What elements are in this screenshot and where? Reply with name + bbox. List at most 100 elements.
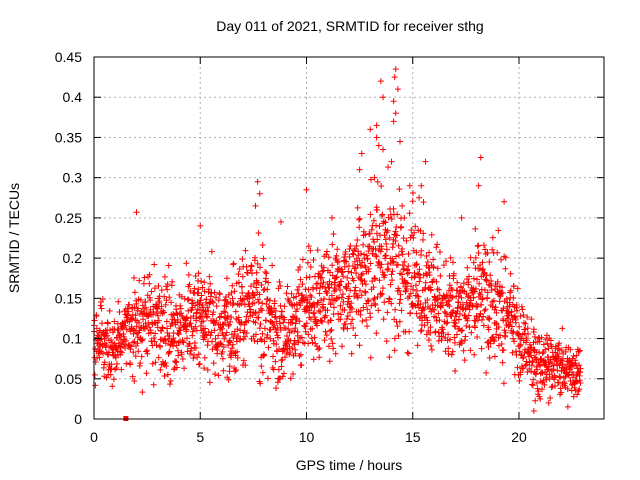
data-point xyxy=(256,291,263,298)
data-point xyxy=(135,348,142,355)
data-point xyxy=(567,366,574,373)
data-point xyxy=(313,285,320,292)
data-point xyxy=(213,317,220,324)
data-point xyxy=(499,289,506,296)
data-point xyxy=(252,331,259,338)
data-point xyxy=(106,307,113,314)
data-point xyxy=(294,286,301,293)
data-point xyxy=(428,346,435,353)
data-point xyxy=(303,274,310,281)
data-point xyxy=(357,275,364,282)
x-tick-labels: 0 5 10 15 20 xyxy=(90,429,527,445)
data-point xyxy=(128,314,135,321)
data-point xyxy=(416,278,423,285)
data-point xyxy=(158,287,165,294)
data-point xyxy=(115,326,122,333)
data-point xyxy=(290,370,297,377)
data-point xyxy=(278,363,285,370)
y-tick-label: 0.2 xyxy=(63,250,83,266)
data-point xyxy=(137,296,144,303)
data-point xyxy=(359,318,366,325)
data-point xyxy=(320,295,327,302)
data-point xyxy=(368,302,375,309)
data-point xyxy=(376,223,383,230)
data-point xyxy=(564,403,571,410)
data-point xyxy=(358,150,365,157)
data-point xyxy=(155,283,162,290)
data-point xyxy=(474,334,481,341)
data-point xyxy=(425,337,432,344)
data-point xyxy=(496,298,503,305)
data-point xyxy=(414,270,421,277)
data-point xyxy=(171,338,178,345)
data-point xyxy=(575,348,582,355)
data-point xyxy=(343,258,350,265)
data-point xyxy=(446,303,453,310)
data-point xyxy=(412,282,419,289)
data-point xyxy=(231,288,238,295)
data-point xyxy=(403,285,410,292)
data-point xyxy=(292,320,299,327)
data-point xyxy=(172,358,179,365)
data-point xyxy=(345,280,352,287)
data-point xyxy=(537,362,544,369)
data-point xyxy=(165,336,172,343)
data-point xyxy=(282,354,289,361)
data-point xyxy=(198,292,205,299)
data-point xyxy=(372,302,379,309)
data-point xyxy=(351,258,358,265)
data-point xyxy=(495,227,502,234)
data-point xyxy=(252,319,259,326)
data-point xyxy=(387,281,394,288)
data-point xyxy=(529,381,536,388)
data-point xyxy=(434,241,441,248)
data-point xyxy=(146,271,153,278)
data-point xyxy=(323,332,330,339)
data-point xyxy=(298,361,305,368)
data-point xyxy=(335,258,342,265)
data-point xyxy=(569,361,576,368)
data-point xyxy=(381,299,388,306)
data-point xyxy=(299,291,306,298)
data-point xyxy=(367,211,374,218)
data-point xyxy=(220,344,227,351)
data-point xyxy=(352,265,359,272)
data-point xyxy=(217,340,224,347)
data-point xyxy=(506,322,513,329)
data-point xyxy=(280,319,287,326)
data-point xyxy=(167,323,174,330)
x-tick-label: 5 xyxy=(196,429,204,445)
data-point xyxy=(370,217,377,224)
data-point xyxy=(341,254,348,261)
data-point xyxy=(380,316,387,323)
data-point xyxy=(470,259,477,266)
data-point xyxy=(391,74,398,81)
data-point xyxy=(534,366,541,373)
data-point xyxy=(292,350,299,357)
data-point xyxy=(259,330,266,337)
data-point xyxy=(551,374,558,381)
data-point xyxy=(99,320,106,327)
data-point xyxy=(320,279,327,286)
data-point xyxy=(455,293,462,300)
data-point xyxy=(435,310,442,317)
data-point xyxy=(148,288,155,295)
data-point xyxy=(337,311,344,318)
data-point xyxy=(215,372,222,379)
data-point xyxy=(162,301,169,308)
data-point xyxy=(492,319,499,326)
data-point xyxy=(445,331,452,338)
data-point xyxy=(344,325,351,332)
data-point xyxy=(268,319,275,326)
data-point xyxy=(397,291,404,298)
data-point xyxy=(445,345,452,352)
data-point xyxy=(335,283,342,290)
data-point xyxy=(459,327,466,334)
data-point xyxy=(289,319,296,326)
data-point xyxy=(328,292,335,299)
data-point xyxy=(248,263,255,270)
data-point xyxy=(204,304,211,311)
data-point xyxy=(536,338,543,345)
data-point xyxy=(522,326,529,333)
data-point xyxy=(205,307,212,314)
